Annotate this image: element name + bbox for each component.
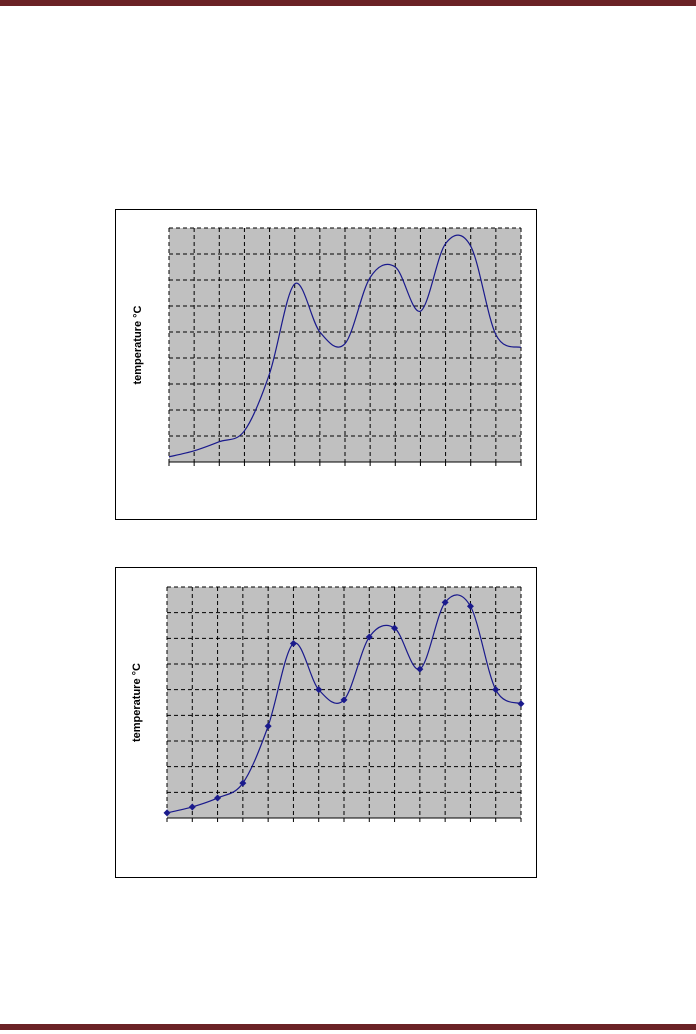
data-point [441, 598, 449, 606]
data-line [168, 234, 522, 458]
data-point [365, 633, 373, 641]
y-axis-label: temperature °C [132, 305, 144, 384]
y-axis-label: temperature °C [131, 663, 143, 742]
header-bar [0, 0, 696, 6]
footer-bar [0, 1024, 696, 1030]
data-point [517, 700, 525, 708]
data-point [492, 686, 500, 694]
data-point [391, 624, 399, 632]
data-point [340, 696, 348, 704]
data-point [214, 794, 222, 802]
data-point [188, 803, 196, 811]
data-point [289, 639, 297, 647]
data-point [466, 602, 474, 610]
data-point [416, 665, 424, 673]
data-point [239, 779, 247, 787]
data-point [264, 722, 272, 730]
data-point [315, 686, 323, 694]
data-point [163, 809, 171, 817]
